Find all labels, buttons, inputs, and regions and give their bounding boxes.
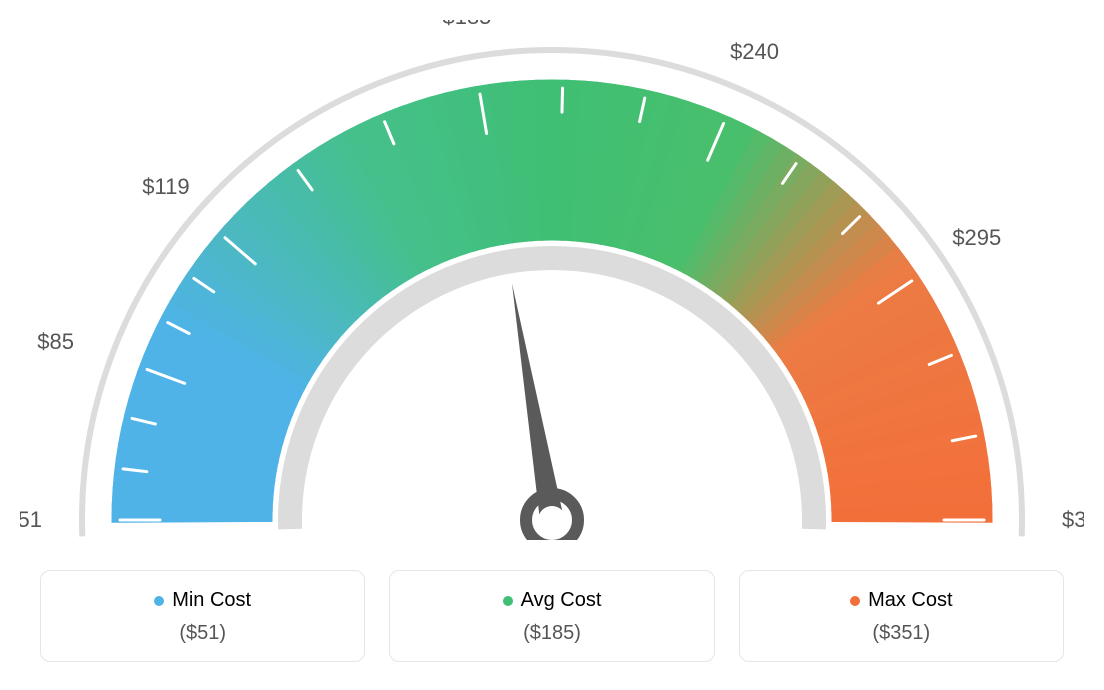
tick-label: $240 <box>730 39 779 64</box>
legend-card-min: Min Cost ($51) <box>40 570 365 662</box>
gauge-arc <box>112 80 992 522</box>
tick-label: $185 <box>442 20 491 29</box>
tick-label: $85 <box>37 329 74 354</box>
legend-card-max: Max Cost ($351) <box>739 570 1064 662</box>
legend-value-min: ($51) <box>51 622 354 645</box>
needle-hub-inner <box>538 506 566 534</box>
tick-label: $351 <box>1062 507 1084 532</box>
legend-label-max: Max Cost <box>868 589 952 612</box>
legend-value-max: ($351) <box>750 622 1053 645</box>
tick-label: $51 <box>20 507 42 532</box>
tick-label: $295 <box>952 225 1001 250</box>
legend-title-min: Min Cost <box>154 589 251 612</box>
dot-avg <box>503 596 513 606</box>
legend-card-avg: Avg Cost ($185) <box>389 570 714 662</box>
legend-title-max: Max Cost <box>850 589 952 612</box>
legend-label-min: Min Cost <box>172 589 251 612</box>
legend-title-avg: Avg Cost <box>503 589 602 612</box>
legend-row: Min Cost ($51) Avg Cost ($185) Max Cost … <box>20 570 1084 662</box>
legend-label-avg: Avg Cost <box>521 589 602 612</box>
legend-value-avg: ($185) <box>400 622 703 645</box>
dot-min <box>154 596 164 606</box>
tick-label: $119 <box>142 174 189 199</box>
gauge-chart: $51 $85 $119 $185 $240 $295 $351 <box>20 20 1084 540</box>
gauge-svg: $51 $85 $119 $185 $240 $295 $351 <box>20 20 1084 540</box>
needle <box>512 283 564 522</box>
dot-max <box>850 596 860 606</box>
